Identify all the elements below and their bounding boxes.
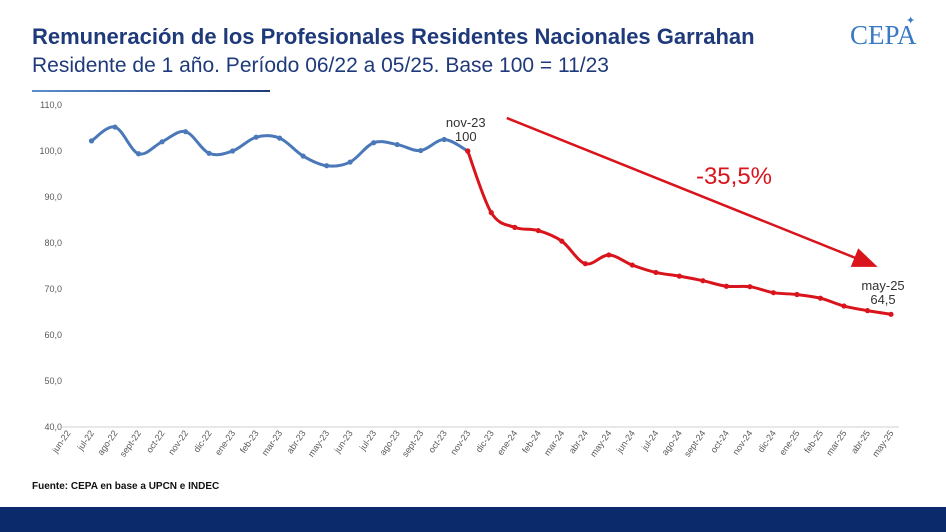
data-point-1 xyxy=(300,153,306,159)
data-point-1 xyxy=(112,124,118,130)
y-tick-label: 90,0 xyxy=(44,192,62,202)
x-tick-label: mar-23 xyxy=(260,428,285,457)
data-point-2 xyxy=(723,283,730,289)
data-point-1 xyxy=(230,148,236,154)
data-point-2 xyxy=(841,303,847,309)
x-tick-label: dic-24 xyxy=(756,428,778,454)
y-tick-label: 40,0 xyxy=(44,422,62,432)
y-tick-label: 70,0 xyxy=(44,284,62,294)
x-tick-label: nov-24 xyxy=(731,428,755,456)
x-tick-label: may-23 xyxy=(306,428,331,458)
data-point-2 xyxy=(888,311,894,317)
chart-subtitle: Residente de 1 año. Período 06/22 a 05/2… xyxy=(32,54,609,77)
x-tick-label: jun-24 xyxy=(614,428,637,455)
footer-bar xyxy=(0,507,946,532)
x-tick-label: abr-23 xyxy=(285,428,308,455)
data-point-2 xyxy=(559,238,565,244)
x-tick-label: oct-24 xyxy=(708,428,731,454)
x-tick-label: may-25 xyxy=(870,428,895,458)
x-tick-label: feb-25 xyxy=(802,428,825,455)
trend-arrow xyxy=(506,116,878,267)
x-tick-label: ene-24 xyxy=(495,428,519,457)
x-tick-label: mar-25 xyxy=(824,428,849,457)
x-tick-label: jul-22 xyxy=(75,428,96,453)
data-point-1 xyxy=(277,135,283,141)
x-tick-label: nov-23 xyxy=(448,428,472,456)
data-point-2 xyxy=(512,224,518,230)
data-point-2 xyxy=(770,290,777,296)
data-point-1 xyxy=(253,134,259,140)
x-tick-label: jul-24 xyxy=(639,428,660,453)
x-tick-label: abr-24 xyxy=(567,428,590,455)
data-point-1 xyxy=(347,159,353,165)
x-tick-label: sept-22 xyxy=(118,428,143,458)
x-tick-label: dic-23 xyxy=(474,428,496,454)
annotation-nov23-value: 100 xyxy=(455,129,477,144)
x-tick-label: oct-22 xyxy=(144,428,167,454)
data-point-2 xyxy=(700,278,706,284)
annotation-change-label: -35,5% xyxy=(696,163,772,190)
x-tick-label: abr-25 xyxy=(849,428,872,455)
series-line-1 xyxy=(90,125,470,168)
series-line-2 xyxy=(466,149,893,316)
logo-star-icon: ✦ xyxy=(906,15,916,27)
data-point-2 xyxy=(747,284,753,290)
x-tick-label: ago-23 xyxy=(378,428,402,457)
x-tick-label: ene-25 xyxy=(777,428,801,457)
data-point-2 xyxy=(653,269,659,276)
cepa-logo: CEPA xyxy=(850,20,917,50)
annotation-may25-value: 64,5 xyxy=(870,292,895,307)
data-point-1 xyxy=(159,139,165,145)
x-tick-label: may-24 xyxy=(588,428,613,458)
y-tick-label: 80,0 xyxy=(44,238,62,248)
x-tick-label: sept-24 xyxy=(682,428,707,458)
x-tick-label: jun-23 xyxy=(332,428,355,455)
y-tick-label: 100,0 xyxy=(39,146,62,156)
data-point-2 xyxy=(794,291,800,298)
data-point-1 xyxy=(182,129,189,135)
data-point-1 xyxy=(88,138,95,144)
x-tick-label: jun-22 xyxy=(50,428,73,455)
y-tick-label: 60,0 xyxy=(44,330,62,340)
data-point-2 xyxy=(676,273,682,279)
x-tick-label: feb-23 xyxy=(238,428,261,455)
y-axis: 40,0 50,0 60,0 70,0 80,0 90,0 100,0 110,0 xyxy=(39,100,62,432)
data-point-1 xyxy=(371,140,377,146)
x-tick-label: nov-22 xyxy=(166,428,190,456)
line-chart: 40,0 50,0 60,0 70,0 80,0 90,0 100,0 110,0 jun-2… xyxy=(39,100,905,459)
data-point-2 xyxy=(488,210,494,216)
x-tick-label: feb-24 xyxy=(520,428,543,455)
x-tick-label: ago-24 xyxy=(660,428,684,457)
x-tick-label: jul-23 xyxy=(357,428,378,453)
annotation-nov23-date: nov-23 xyxy=(446,115,486,130)
title-underline xyxy=(32,90,270,92)
chart-title: Remuneración de los Profesionales Reside… xyxy=(32,24,755,49)
x-tick-label: ago-22 xyxy=(95,428,119,457)
data-point-2 xyxy=(535,227,541,234)
x-tick-label: sept-23 xyxy=(400,428,425,458)
data-point-1 xyxy=(206,150,212,156)
annotation-may25-date: may-25 xyxy=(861,278,904,293)
y-tick-label: 50,0 xyxy=(44,376,62,386)
data-point-1 xyxy=(441,136,447,143)
data-point-2 xyxy=(629,262,635,268)
source-note: Fuente: CEPA en base a UPCN e INDEC xyxy=(32,481,220,492)
x-tick-label: ene-23 xyxy=(213,428,237,457)
data-point-2 xyxy=(465,148,471,154)
x-tick-label: mar-24 xyxy=(542,428,567,457)
data-point-2 xyxy=(817,295,824,301)
x-tick-label: dic-22 xyxy=(191,428,213,454)
data-point-2 xyxy=(864,308,871,314)
data-point-1 xyxy=(418,147,424,154)
y-tick-label: 110,0 xyxy=(40,100,62,110)
data-point-2 xyxy=(606,252,612,258)
x-tick-label: oct-23 xyxy=(426,428,449,454)
data-point-1 xyxy=(394,141,400,148)
data-point-1 xyxy=(324,163,330,169)
series-layer xyxy=(88,124,894,317)
data-point-2 xyxy=(582,261,588,267)
data-point-1 xyxy=(135,151,142,157)
